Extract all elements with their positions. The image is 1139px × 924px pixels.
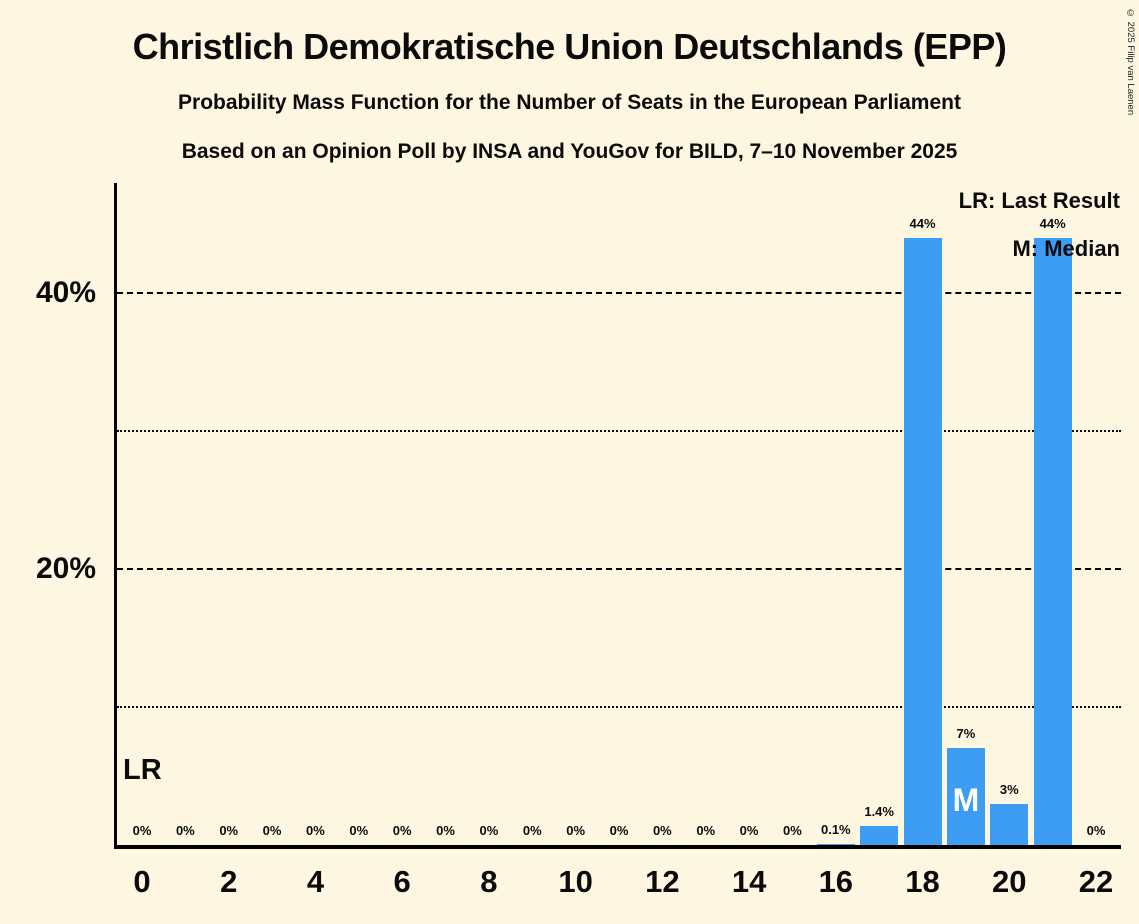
x-axis-label-14: 14 [731,864,767,899]
bar-value-label-seat-10: 0% [566,823,586,838]
x-axis-label-6: 6 [393,864,411,899]
x-axis-label-22: 22 [1078,864,1114,899]
last-result-marker: LR [123,754,162,786]
x-axis-label-16: 16 [818,864,854,899]
bar-seat-16 [816,843,855,845]
bar-value-label-seat-14: 0% [739,823,759,838]
plot-area: LR 0% 0% 0% 0% 0% 0% 0% 0% 0% 0% 0% 0% 0% 0% 0% 0% 0.1% 1… [114,183,1121,849]
bar-value-label-seat-0: 0% [132,823,152,838]
chart-subtitle-1: Probability Mass Function for the Number… [178,91,961,114]
bar-value-label-seat-22: 0% [1086,823,1106,838]
bar-value-label-seat-2: 0% [219,823,239,838]
chart-subtitle-2: Based on an Opinion Poll by INSA and You… [181,140,958,163]
bar-value-label-seat-8: 0% [479,823,499,838]
median-marker: M [952,782,980,818]
y-axis-label-20: 20% [35,552,96,586]
bar-value-label-seat-18: 44% [909,216,936,232]
x-axis-label-10: 10 [558,864,593,899]
bar-value-label-seat-6: 0% [392,823,412,838]
bar-value-label-seat-7: 0% [436,823,455,838]
bar-value-label-seat-4: 0% [306,823,325,838]
legend-median: M: Median [1012,236,1120,261]
bar-value-label-seat-20: 3% [999,781,1019,797]
bar-value-label-seat-9: 0% [522,823,542,838]
bar-value-label-seat-16: 0.1% [820,821,851,837]
copyright-notice: © 2025 Filip van Laenen [1125,8,1136,116]
bar-value-label-seat-17: 1.4% [864,803,894,819]
bar-value-label-seat-11: 0% [609,823,629,838]
bar-seat-19 [946,748,985,845]
x-axis-label-2: 2 [220,864,238,899]
bar-seat-21 [1033,238,1072,845]
bar-value-label-seat-1: 0% [175,823,195,838]
x-axis-label-20: 20 [992,864,1027,899]
bar-seat-20 [990,803,1029,845]
x-axis-label-4: 4 [306,864,325,899]
x-axis-label-12: 12 [645,864,680,899]
bar-value-label-seat-21: 44% [1039,216,1066,232]
chart-title: Christlich Demokratische Union Deutschla… [132,26,1007,67]
x-axis-label-18: 18 [905,864,940,899]
gridline-40pct [117,292,1121,295]
bar-seat-18 [903,238,942,845]
bar-value-label-seat-19: 7% [956,726,976,742]
gridline-20pct [117,568,1121,571]
bar-value-label-seat-12: 0% [652,823,672,838]
bar-value-label-seat-3: 0% [262,823,282,838]
x-axis-label-8: 8 [480,864,498,899]
x-axis-label-0: 0 [133,864,151,899]
bar-value-label-seat-5: 0% [349,823,369,838]
bar-value-label-seat-15: 0% [783,823,802,838]
gridline-10pct [117,706,1121,709]
bar-seat-17 [860,825,899,845]
gridline-30pct [117,430,1121,433]
bar-value-label-seat-13: 0% [696,823,716,838]
legend-last-result: LR: Last Result [958,188,1120,213]
y-axis-label-40: 40% [35,276,96,310]
